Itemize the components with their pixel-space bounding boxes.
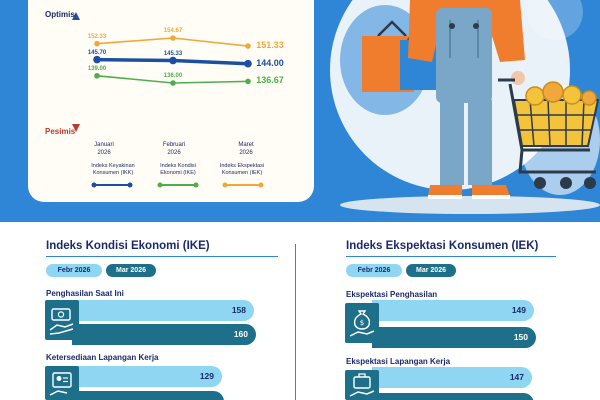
value-label-iek-1: 154.67 bbox=[163, 28, 183, 34]
data-point-ikk-2 bbox=[244, 59, 252, 68]
month-label-jan: Januari 2026 bbox=[94, 142, 114, 156]
data-point-iek-1 bbox=[170, 35, 176, 41]
legend-swatch-iek bbox=[222, 182, 264, 188]
ike-bar-penghasilan-mar: 160 bbox=[72, 324, 256, 345]
iek-section-title: Indeks Ekspektasi Konsumen (IEK) bbox=[346, 240, 539, 252]
legend-swatch-ike bbox=[157, 182, 199, 188]
value-label-iek-2: 151.33 bbox=[256, 40, 284, 51]
ike-legend-febr-2026: Febr 2026 bbox=[46, 264, 102, 277]
arrow-up-icon bbox=[72, 12, 80, 20]
section-divider bbox=[295, 244, 296, 400]
data-point-ikk-1 bbox=[169, 56, 177, 65]
iek-bar-lapangan-kerja-febr: 147 bbox=[372, 367, 532, 388]
value-label-ike-2: 136.67 bbox=[256, 75, 284, 86]
iek-title-underline bbox=[346, 256, 556, 257]
value-label-ikk-2: 144.00 bbox=[256, 57, 284, 68]
legend-iek: Indeks Ekspektasi Konsumen (IEK) bbox=[219, 163, 265, 176]
month-label-mar: Maret 2026 bbox=[238, 142, 254, 156]
ike-bar-lapangan-kerja-febr: 129 bbox=[72, 366, 222, 387]
data-point-iek-2 bbox=[245, 43, 251, 49]
value-label-ikk-1: 145.33 bbox=[163, 50, 183, 57]
data-point-ike-1 bbox=[170, 80, 176, 86]
svg-text:$: $ bbox=[360, 319, 364, 327]
worker-card-icon bbox=[45, 366, 79, 400]
shopper-with-cart-illustration bbox=[330, 0, 600, 214]
data-point-ike-2 bbox=[245, 78, 251, 85]
month-label-feb: Februari 2026 bbox=[162, 142, 186, 156]
ike-category-ketersediaan-lapangan-kerja: Ketersediaan Lapangan Kerja bbox=[46, 353, 159, 362]
value-label-ikk-0: 145.70 bbox=[87, 49, 107, 56]
ike-section-title: Indeks Kondisi Ekonomi (IKE) bbox=[46, 240, 210, 252]
iek-category-ekspektasi-lapangan-kerja: Ekspektasi Lapangan Kerja bbox=[346, 357, 451, 366]
arrow-down-icon bbox=[72, 124, 80, 132]
data-point-iek-0 bbox=[94, 40, 100, 47]
iek-legend-mar-2026: Mar 2026 bbox=[406, 264, 456, 277]
money-hand-icon bbox=[45, 300, 79, 340]
iek-legend-febr-2026: Febr 2026 bbox=[346, 264, 402, 277]
briefcase-hand-icon bbox=[345, 370, 379, 400]
ike-bar-lapangan-kerja-mar bbox=[72, 391, 224, 400]
legend-swatches bbox=[91, 182, 264, 188]
optimis-label: Optimis bbox=[45, 10, 75, 19]
ike-legend-mar-2026: Mar 2026 bbox=[106, 264, 156, 277]
iek-bar-penghasilan-febr: 149 bbox=[372, 300, 534, 321]
data-point-ikk-0 bbox=[93, 55, 101, 64]
legend-ikk: Indeks Keyakinan Konsumen (IKK) bbox=[91, 163, 135, 176]
line-chart bbox=[72, 12, 252, 132]
ike-bar-penghasilan-febr: 158 bbox=[72, 300, 254, 321]
data-point-ike-0 bbox=[94, 72, 100, 79]
value-label-ike-0: 139.00 bbox=[87, 65, 107, 72]
iek-bar-penghasilan-mar: 150 bbox=[372, 327, 536, 348]
money-bag-hand-icon: $ bbox=[345, 303, 379, 343]
pesimis-label: Pesimis bbox=[45, 127, 76, 136]
value-label-iek-0: 152.33 bbox=[87, 33, 107, 40]
ike-category-penghasilan-saat-ini: Penghasilan Saat Ini bbox=[46, 289, 124, 298]
legend-ike: Indeks Kondisi Ekonomi (IKE) bbox=[160, 163, 196, 176]
legend-swatch-ikk bbox=[91, 182, 133, 188]
ike-title-underline bbox=[46, 256, 278, 257]
iek-category-ekspektasi-penghasilan: Ekspektasi Penghasilan bbox=[346, 290, 438, 299]
value-label-ike-1: 136.00 bbox=[163, 73, 183, 79]
iek-bar-lapangan-kerja-mar bbox=[372, 393, 534, 400]
